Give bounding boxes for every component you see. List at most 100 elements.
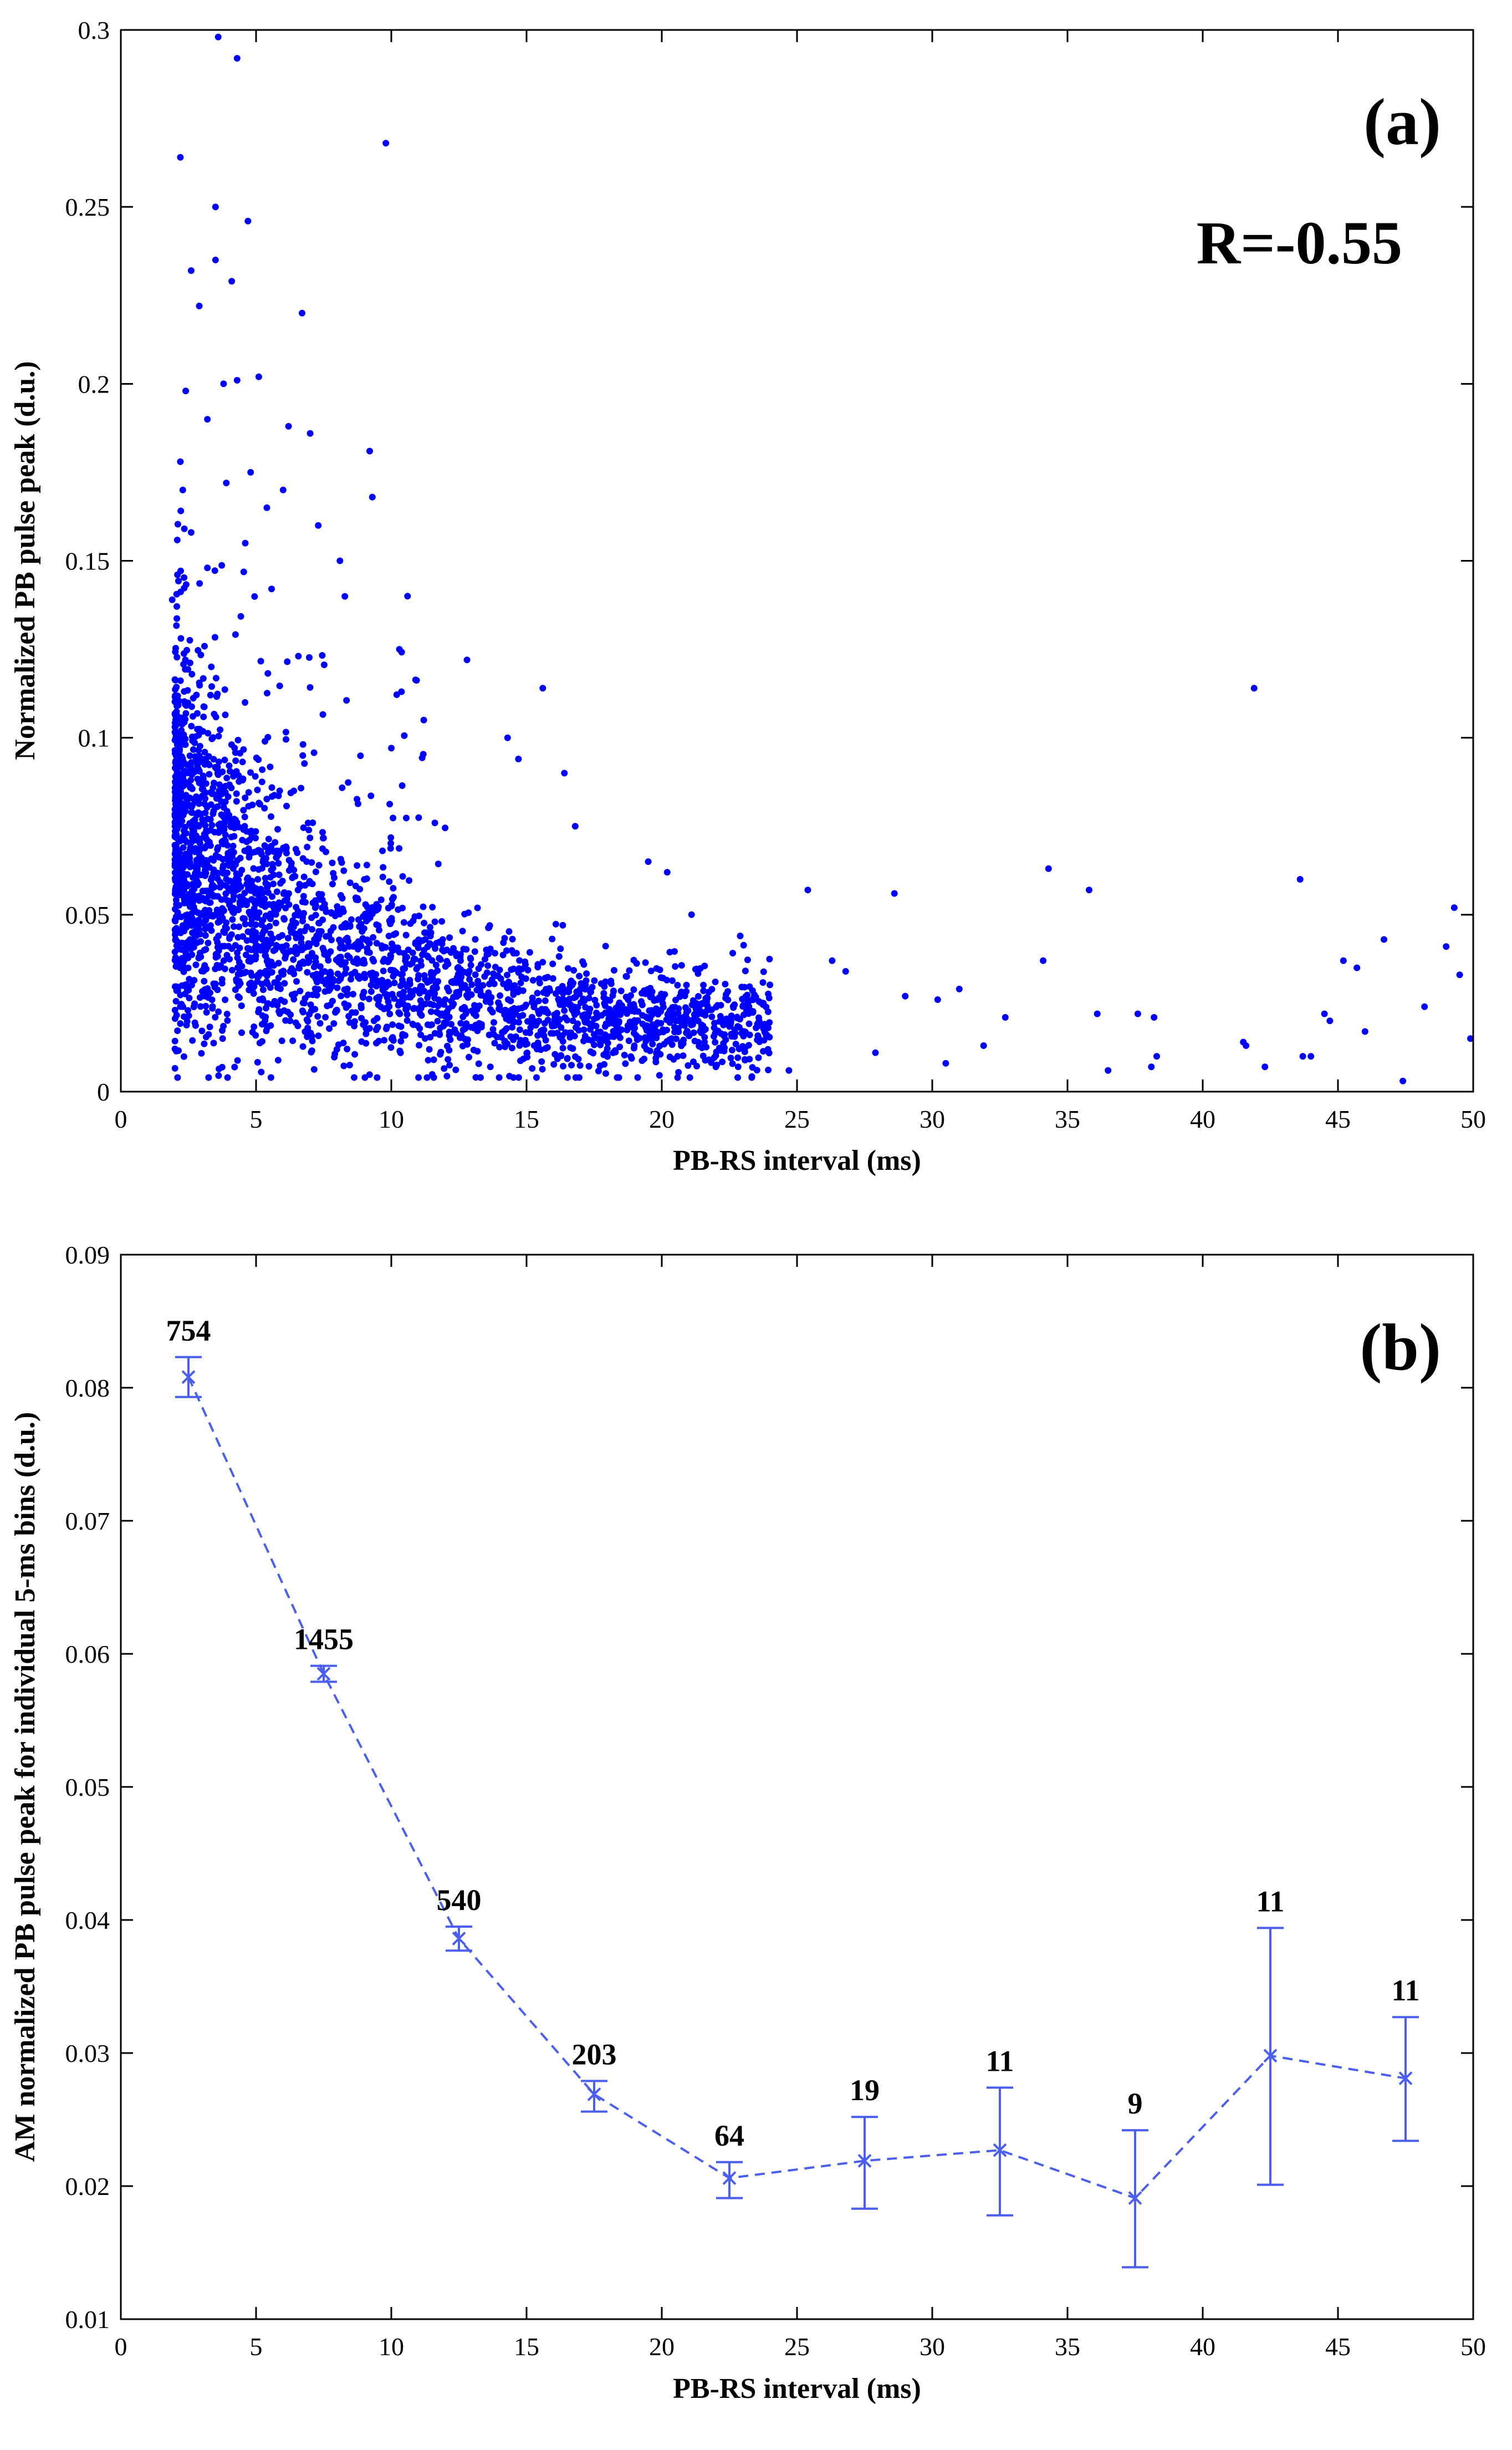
- scatter-point: [549, 960, 556, 967]
- scatter-point: [402, 931, 410, 939]
- scatter-point: [232, 631, 239, 638]
- scatter-point: [397, 1049, 404, 1056]
- bin-count-label: 11: [1256, 1884, 1284, 1918]
- scatter-point: [184, 916, 191, 924]
- y-tick-label: 0.3: [78, 16, 110, 44]
- scatter-point: [737, 933, 744, 940]
- scatter-point: [262, 738, 268, 745]
- scatter-point: [200, 675, 207, 682]
- scatter-point: [282, 729, 289, 736]
- scatter-point: [215, 790, 222, 797]
- scatter-point: [360, 989, 367, 996]
- scatter-point: [505, 928, 513, 935]
- scatter-point: [334, 984, 341, 991]
- scatter-point: [540, 1032, 548, 1039]
- scatter-point: [445, 987, 452, 995]
- scatter-point: [186, 752, 193, 760]
- scatter-point: [674, 1053, 681, 1060]
- scatter-point: [290, 970, 298, 977]
- scatter-point: [431, 819, 438, 827]
- scatter-point: [307, 834, 314, 842]
- scatter-point: [693, 1062, 701, 1069]
- scatter-point: [406, 981, 413, 988]
- scatter-point: [231, 816, 238, 823]
- scatter-point: [648, 992, 655, 1000]
- scatter-point: [473, 1006, 481, 1013]
- scatter-point: [631, 1030, 637, 1037]
- scatter-point: [168, 596, 176, 603]
- scatter-point: [391, 969, 399, 976]
- scatter-point: [422, 1000, 429, 1007]
- scatter-point: [732, 1030, 739, 1037]
- x-tick-label: 30: [920, 2332, 945, 2361]
- scatter-point: [224, 850, 232, 857]
- scatter-point: [472, 1012, 479, 1019]
- scatter-point: [398, 688, 405, 695]
- scatter-point: [403, 1017, 411, 1024]
- scatter-point: [249, 927, 257, 934]
- scatter-point: [785, 1067, 793, 1074]
- scatter-point: [526, 949, 533, 956]
- scatter-point: [426, 1046, 433, 1053]
- scatter-point: [175, 1047, 182, 1054]
- scatter-point: [421, 972, 428, 979]
- scatter-point: [249, 985, 257, 992]
- scatter-point: [296, 880, 303, 888]
- scatter-point: [576, 972, 583, 980]
- scatter-point: [544, 974, 551, 981]
- scatter-point: [634, 1074, 641, 1081]
- scatter-point: [373, 1040, 380, 1047]
- scatter-point: [223, 855, 230, 863]
- scatter-point: [496, 1074, 503, 1081]
- scatter-point: [653, 1050, 660, 1057]
- scatter-point: [308, 953, 315, 960]
- scatter-point: [298, 934, 305, 941]
- scatter-point: [387, 920, 394, 928]
- scatter-point: [263, 1027, 270, 1035]
- scatter-point: [486, 922, 493, 929]
- scatter-point: [223, 480, 230, 487]
- scatter-point: [373, 921, 380, 928]
- scatter-point: [378, 942, 385, 949]
- scatter-point: [189, 929, 196, 936]
- scatter-point: [239, 933, 246, 940]
- scatter-point: [539, 1026, 546, 1033]
- scatter-point: [585, 1009, 592, 1016]
- scatter-point: [740, 941, 747, 949]
- scatter-point: [745, 1042, 752, 1049]
- scatter-point: [218, 798, 225, 805]
- scatter-point: [412, 676, 419, 684]
- scatter-point: [581, 1032, 589, 1040]
- scatter-point: [182, 741, 189, 748]
- scatter-point: [602, 1070, 609, 1077]
- scatter-point: [466, 1053, 472, 1061]
- scatter-point: [263, 978, 270, 985]
- scatter-point: [227, 823, 234, 831]
- scatter-point: [657, 974, 665, 981]
- scatter-point: [438, 918, 446, 925]
- scatter-point: [457, 957, 464, 964]
- scatter-point: [173, 831, 180, 838]
- scatter-point: [177, 788, 185, 796]
- scatter-point: [299, 999, 307, 1006]
- scatter-point: [191, 739, 198, 746]
- scatter-point: [181, 770, 188, 776]
- scatter-point: [196, 953, 203, 960]
- scatter-point: [337, 855, 344, 863]
- scatter-point: [279, 878, 286, 884]
- scatter-point: [248, 920, 254, 928]
- scatter-point: [478, 961, 484, 968]
- scatter-point: [362, 1030, 370, 1037]
- scatter-point: [265, 836, 272, 843]
- y-tick-label: 0.25: [65, 193, 110, 221]
- scatter-point: [221, 819, 228, 826]
- scatter-point: [315, 1032, 322, 1040]
- scatter-point: [336, 910, 343, 918]
- scatter-point: [748, 1074, 755, 1081]
- scatter-point: [313, 992, 320, 999]
- scatter-point: [181, 584, 188, 592]
- x-tick-label: 5: [250, 2332, 263, 2361]
- scatter-point: [401, 732, 408, 739]
- scatter-point: [292, 944, 299, 951]
- scatter-point: [298, 939, 305, 946]
